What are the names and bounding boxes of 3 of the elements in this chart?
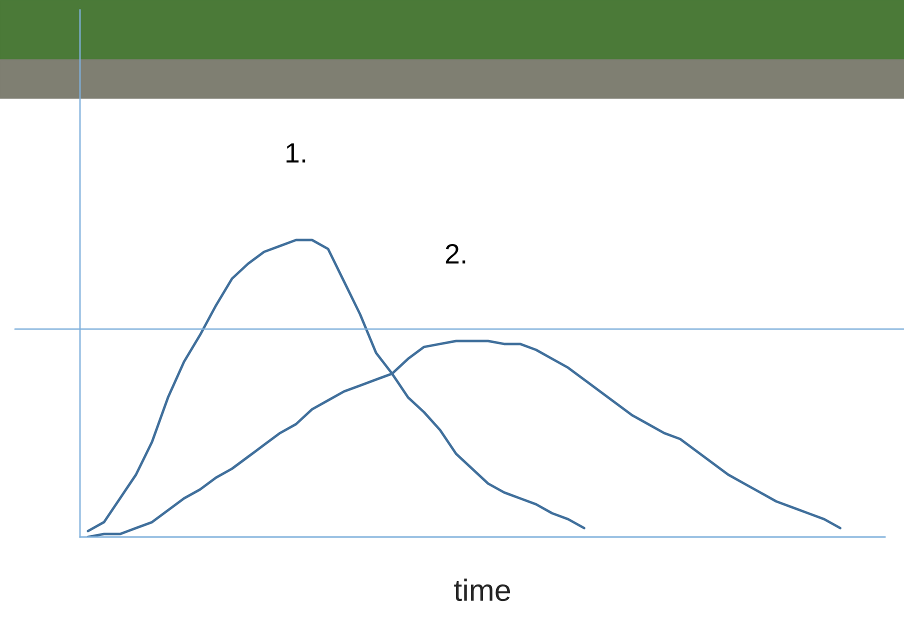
text: 1. [286, 143, 306, 162]
x-axis-title: time [454, 578, 510, 602]
text: 2. [446, 244, 466, 264]
